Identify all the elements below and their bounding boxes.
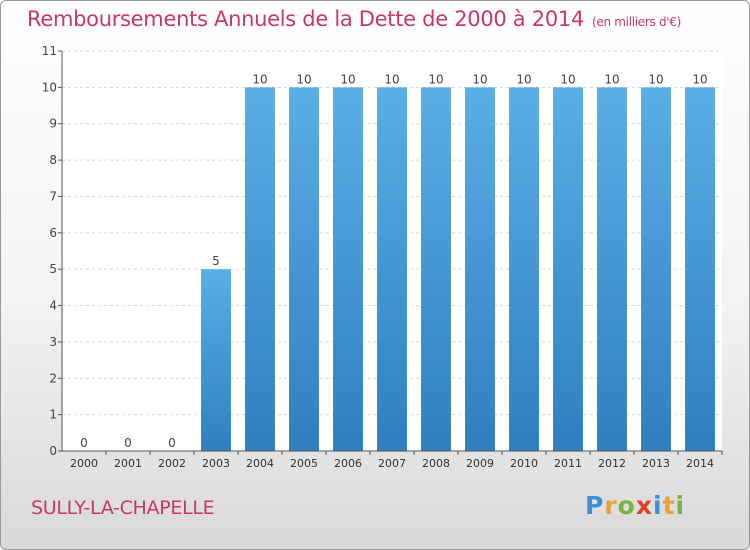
bar	[201, 269, 231, 451]
city-name: SULLY-LA-CHAPELLE	[31, 497, 215, 519]
y-tick-label: 2	[49, 371, 57, 385]
x-tick-label: 2014	[686, 457, 714, 470]
x-tick-label: 2000	[70, 457, 98, 470]
data-label: 5	[212, 254, 220, 268]
y-tick-label: 0	[49, 444, 57, 458]
bar	[333, 87, 363, 451]
y-tick-label: 11	[42, 44, 57, 58]
y-tick-label: 1	[49, 408, 57, 422]
data-label: 10	[604, 72, 619, 86]
x-tick-label: 2009	[466, 457, 494, 470]
data-label: 10	[472, 72, 487, 86]
y-tick-label: 5	[49, 262, 57, 276]
x-tick-label: 2013	[642, 457, 670, 470]
y-tick-label: 3	[49, 335, 57, 349]
data-label: 10	[648, 72, 663, 86]
y-tick-label: 10	[42, 80, 57, 94]
chart-title: Remboursements Annuels de la Dette de 20…	[27, 7, 681, 31]
x-tick-label: 2003	[202, 457, 230, 470]
bar	[377, 87, 407, 451]
data-label: 10	[384, 72, 399, 86]
bar	[289, 87, 319, 451]
x-tick-label: 2012	[598, 457, 626, 470]
data-label: 10	[428, 72, 443, 86]
data-label: 10	[692, 72, 707, 86]
bar	[641, 87, 671, 451]
x-tick-label: 2005	[290, 457, 318, 470]
x-tick-label: 2004	[246, 457, 274, 470]
x-tick-label: 2007	[378, 457, 406, 470]
x-tick-label: 2011	[554, 457, 582, 470]
data-label: 10	[560, 72, 575, 86]
data-label: 0	[168, 436, 176, 450]
y-tick-label: 9	[49, 117, 57, 131]
proxiti-logo: Proxiti	[585, 491, 686, 520]
bar	[465, 87, 495, 451]
data-labels: 0 0 0 5 10 10 10 10 10 10 10 10 10 10 10	[80, 72, 707, 450]
y-tick-label: 6	[49, 226, 57, 240]
bars	[201, 87, 715, 451]
x-tick-label: 2006	[334, 457, 362, 470]
bar	[553, 87, 583, 451]
bar	[509, 87, 539, 451]
bar	[245, 87, 275, 451]
title-text: Remboursements Annuels de la Dette de 20…	[27, 7, 584, 31]
data-label: 10	[516, 72, 531, 86]
data-label: 0	[124, 436, 132, 450]
data-label: 10	[252, 72, 267, 86]
data-label: 10	[296, 72, 311, 86]
y-tick-labels: 0 1 2 3 4 5 6 7 8 9 10 11	[42, 44, 57, 458]
data-label: 0	[80, 436, 88, 450]
x-tick-labels: 2000 2001 2002 2003 2004 2005 2006 2007 2008 2009…	[70, 457, 714, 470]
y-tick-label: 7	[49, 189, 57, 203]
y-tick-label: 4	[49, 299, 57, 313]
bar	[421, 87, 451, 451]
data-label: 10	[340, 72, 355, 86]
title-unit: (en milliers d'€)	[592, 15, 682, 29]
x-tick-label: 2010	[510, 457, 538, 470]
x-tick-label: 2002	[158, 457, 186, 470]
y-tick-label: 8	[49, 153, 57, 167]
bar	[597, 87, 627, 451]
x-tick-label: 2001	[114, 457, 142, 470]
bar	[685, 87, 715, 451]
x-tick-label: 2008	[422, 457, 450, 470]
